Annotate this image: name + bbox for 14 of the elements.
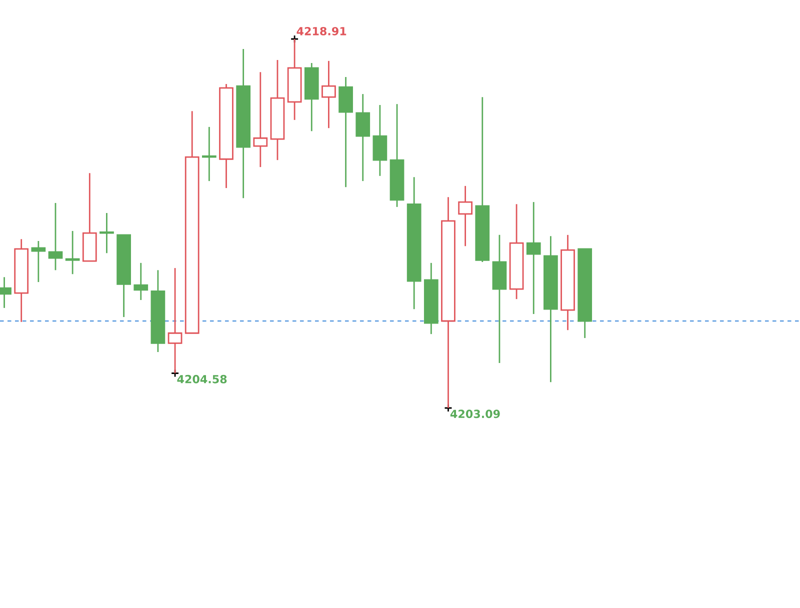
- text: 4218.91: [296, 26, 346, 36]
- candlestick: [356, 93, 370, 182]
- candlestick: [458, 185, 472, 247]
- candlestick: [65, 230, 80, 275]
- candlestick: [526, 201, 541, 315]
- text: 4203.09: [450, 410, 500, 418]
- annotation: 4204.58: [177, 374, 227, 384]
- candlestick: [134, 262, 148, 301]
- candlestick: [322, 60, 336, 129]
- candlestick: [31, 240, 46, 283]
- candlestick: [253, 71, 268, 168]
- candlestick: [100, 212, 114, 254]
- candlestick: [48, 202, 63, 271]
- candlestick: [202, 126, 216, 182]
